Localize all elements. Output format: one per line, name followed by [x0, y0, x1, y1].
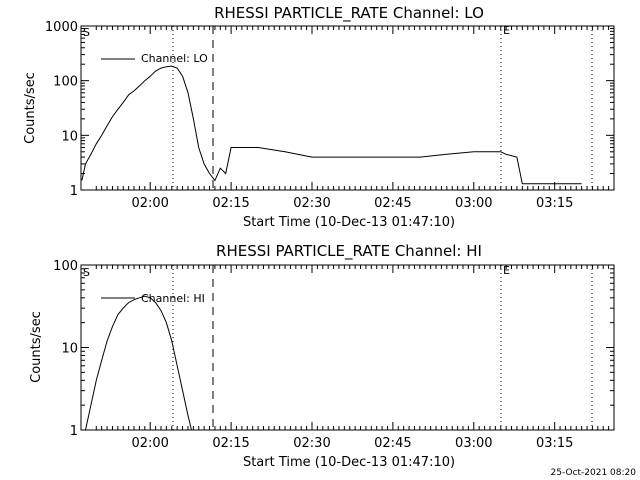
x-tick-label: 02:15: [212, 196, 249, 211]
y-axis-label: Counts/sec: [29, 311, 44, 383]
y-tick-label: 10: [61, 129, 78, 144]
x-tick-label: 03:15: [536, 196, 573, 211]
x-tick-label: 02:45: [374, 196, 411, 211]
x-tick-label: 02:30: [293, 196, 330, 211]
y-tick-label: 100: [53, 75, 78, 90]
end-marker-label: E: [503, 264, 510, 277]
plot-frame: [80, 264, 615, 431]
y-axis-label: Counts/sec: [23, 72, 38, 144]
x-tick-label: 02:00: [131, 436, 168, 451]
series-line: [81, 65, 582, 185]
y-tick-label: 1: [70, 424, 78, 439]
chart-title: RHESSI PARTICLE_RATE Channel: HI: [216, 242, 482, 261]
x-axis-label: Start Time (10-Dec-13 01:47:10): [243, 455, 455, 470]
panel-lo: RHESSI PARTICLE_RATE Channel: LO Start T…: [23, 4, 615, 230]
x-tick-label: 02:45: [374, 436, 411, 451]
end-marker-label: E: [503, 24, 510, 37]
x-tick-label: 03:15: [536, 436, 573, 451]
start-marker-label: S: [83, 266, 90, 279]
y-tick-label: 1000: [45, 20, 78, 35]
x-tick-label: 02:00: [131, 196, 168, 211]
series-line: [84, 295, 192, 430]
timestamp: 25-Oct-2021 08:20: [551, 468, 637, 478]
x-axis-label: Start Time (10-Dec-13 01:47:10): [243, 215, 455, 230]
start-marker-label: S: [83, 26, 90, 39]
panel-hi: RHESSI PARTICLE_RATE Channel: HI Start T…: [29, 242, 615, 470]
y-tick-label: 1: [70, 184, 78, 199]
x-tick-label: 03:00: [455, 436, 492, 451]
x-tick-label: 03:00: [455, 196, 492, 211]
plot-frame: [80, 25, 615, 191]
legend-label: Channel: LO: [141, 52, 208, 65]
y-tick-label: 10: [61, 342, 78, 357]
legend-label: Channel: HI: [141, 292, 205, 305]
x-tick-label: 02:15: [212, 436, 249, 451]
chart-title: RHESSI PARTICLE_RATE Channel: LO: [214, 4, 484, 23]
y-tick-label: 100: [53, 259, 78, 274]
x-tick-label: 02:30: [293, 436, 330, 451]
